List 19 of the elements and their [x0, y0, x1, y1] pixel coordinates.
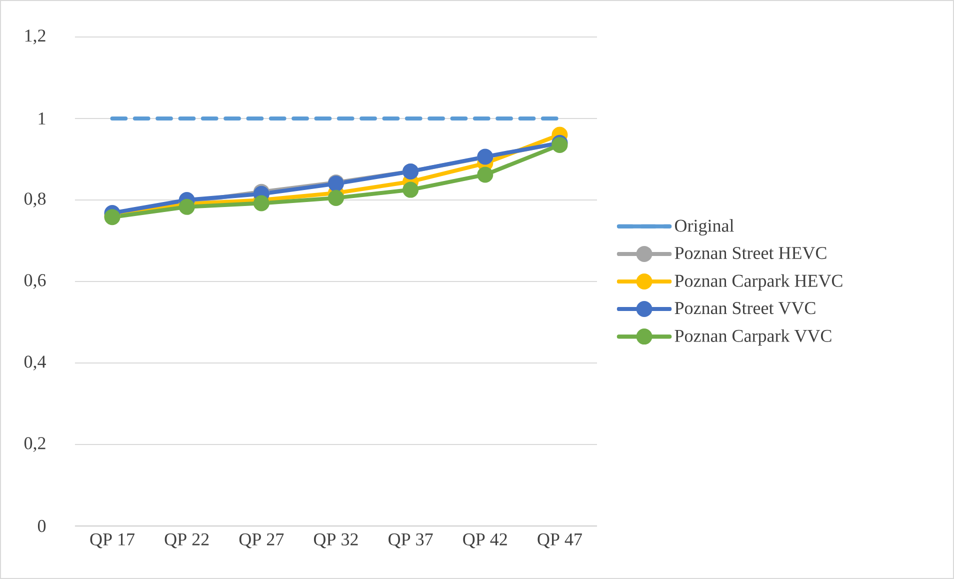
y-tick-label: 0,6: [24, 274, 46, 289]
x-tick-label: QP 47: [538, 533, 582, 548]
legend-label: Poznan Carpark VVC: [674, 329, 832, 346]
y-tick-label: 0,8: [24, 192, 46, 208]
x-tick-label: QP 22: [164, 533, 209, 548]
legend-label: Poznan Carpark HEVC: [674, 274, 842, 291]
x-tick-label: QP 27: [239, 533, 284, 548]
x-tick-label: QP 42: [463, 533, 507, 548]
y-tick-label: 0,2: [24, 437, 46, 452]
x-tick-label: QP 17: [90, 533, 135, 548]
x-tick-label: QP 32: [314, 533, 358, 548]
y-tick-label: 1,2: [25, 30, 46, 44]
y-tick-label: 0: [38, 520, 46, 532]
legend-label: Poznan Street HEVC: [674, 247, 826, 260]
y-tick-label: 0,4: [24, 356, 46, 370]
y-tick-label: 1: [38, 112, 46, 124]
legend-label: Poznan Street VVC: [674, 302, 816, 314]
legend-label: Original: [675, 219, 734, 236]
x-tick-label: QP 37: [388, 533, 433, 548]
